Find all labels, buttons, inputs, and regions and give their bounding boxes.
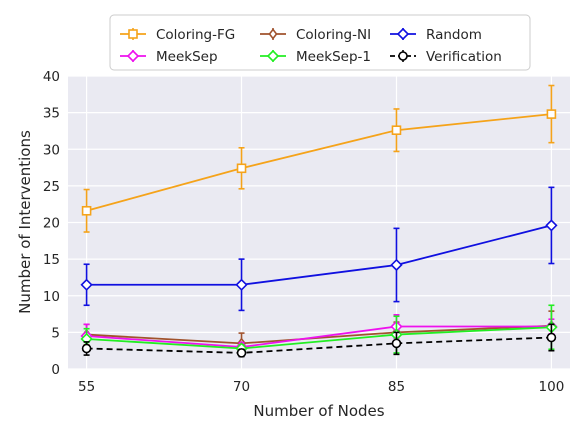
y-tick-labels: 0 5 10 15 20 25 30 35 40 <box>43 69 60 378</box>
series-verification <box>81 323 557 358</box>
data-point <box>546 109 557 119</box>
legend-item-random: Random <box>390 27 482 43</box>
y-tick-label: 5 <box>51 325 60 341</box>
data-point <box>81 205 92 216</box>
series-coloring-fg <box>81 84 557 233</box>
legend-item-meeksep-1: MeekSep-1 <box>260 49 371 65</box>
y-tick-label: 25 <box>43 179 60 195</box>
y-tick-label: 15 <box>43 252 60 268</box>
legend-marker <box>266 49 280 63</box>
x-tick-label: 85 <box>388 379 405 395</box>
y-tick-label: 20 <box>43 216 60 232</box>
series-line <box>86 326 552 350</box>
legend-item-verification: Verification <box>390 49 502 65</box>
legend-label: MeekSep-1 <box>296 49 371 65</box>
legend-marker <box>126 49 140 63</box>
series-line <box>86 325 552 348</box>
data-point <box>545 219 558 232</box>
y-tick-label: 35 <box>43 106 60 122</box>
legend-marker <box>268 28 278 40</box>
data-point <box>391 125 402 136</box>
data-point <box>235 278 248 291</box>
data-point <box>390 258 403 272</box>
x-axis-label: Number of Nodes <box>253 402 384 420</box>
x-tick-labels: 55 70 85 100 <box>78 379 564 395</box>
legend-label: Verification <box>426 49 502 65</box>
legend-box <box>109 14 531 71</box>
series-layer <box>80 84 558 358</box>
data-point <box>236 348 247 358</box>
legend-label: MeekSep <box>156 49 218 65</box>
y-tick-label: 10 <box>43 289 60 305</box>
data-point <box>546 332 557 343</box>
x-tick-label: 55 <box>78 379 95 395</box>
legend-marker <box>396 27 410 41</box>
legend-marker <box>128 29 138 39</box>
data-point <box>80 278 93 291</box>
data-point <box>391 338 402 349</box>
series-line <box>86 324 552 345</box>
series-random <box>80 186 558 312</box>
y-tick-label: 40 <box>43 69 60 85</box>
y-axis-label: Number of Interventions <box>16 130 34 314</box>
legend-item-coloring-fg: Coloring-FG <box>120 27 235 43</box>
x-tick-label: 70 <box>233 379 250 395</box>
series-line <box>86 113 552 212</box>
data-point <box>81 343 92 354</box>
x-tick-label: 100 <box>539 379 565 395</box>
y-tick-label: 0 <box>51 362 60 378</box>
data-point <box>236 163 247 174</box>
legend-marker <box>398 51 408 61</box>
y-tick-label: 30 <box>43 142 60 158</box>
legend-label: Coloring-NI <box>296 27 371 43</box>
legend-item-coloring-ni: Coloring-NI <box>260 27 371 43</box>
legend-label: Random <box>426 27 482 43</box>
legend: Coloring-FG Coloring-NI Random MeekSep MeekS… <box>109 14 531 71</box>
legend-label: Coloring-FG <box>156 27 235 43</box>
series-line <box>86 224 552 286</box>
legend-item-meeksep: MeekSep <box>120 49 218 65</box>
series-line <box>86 336 552 354</box>
